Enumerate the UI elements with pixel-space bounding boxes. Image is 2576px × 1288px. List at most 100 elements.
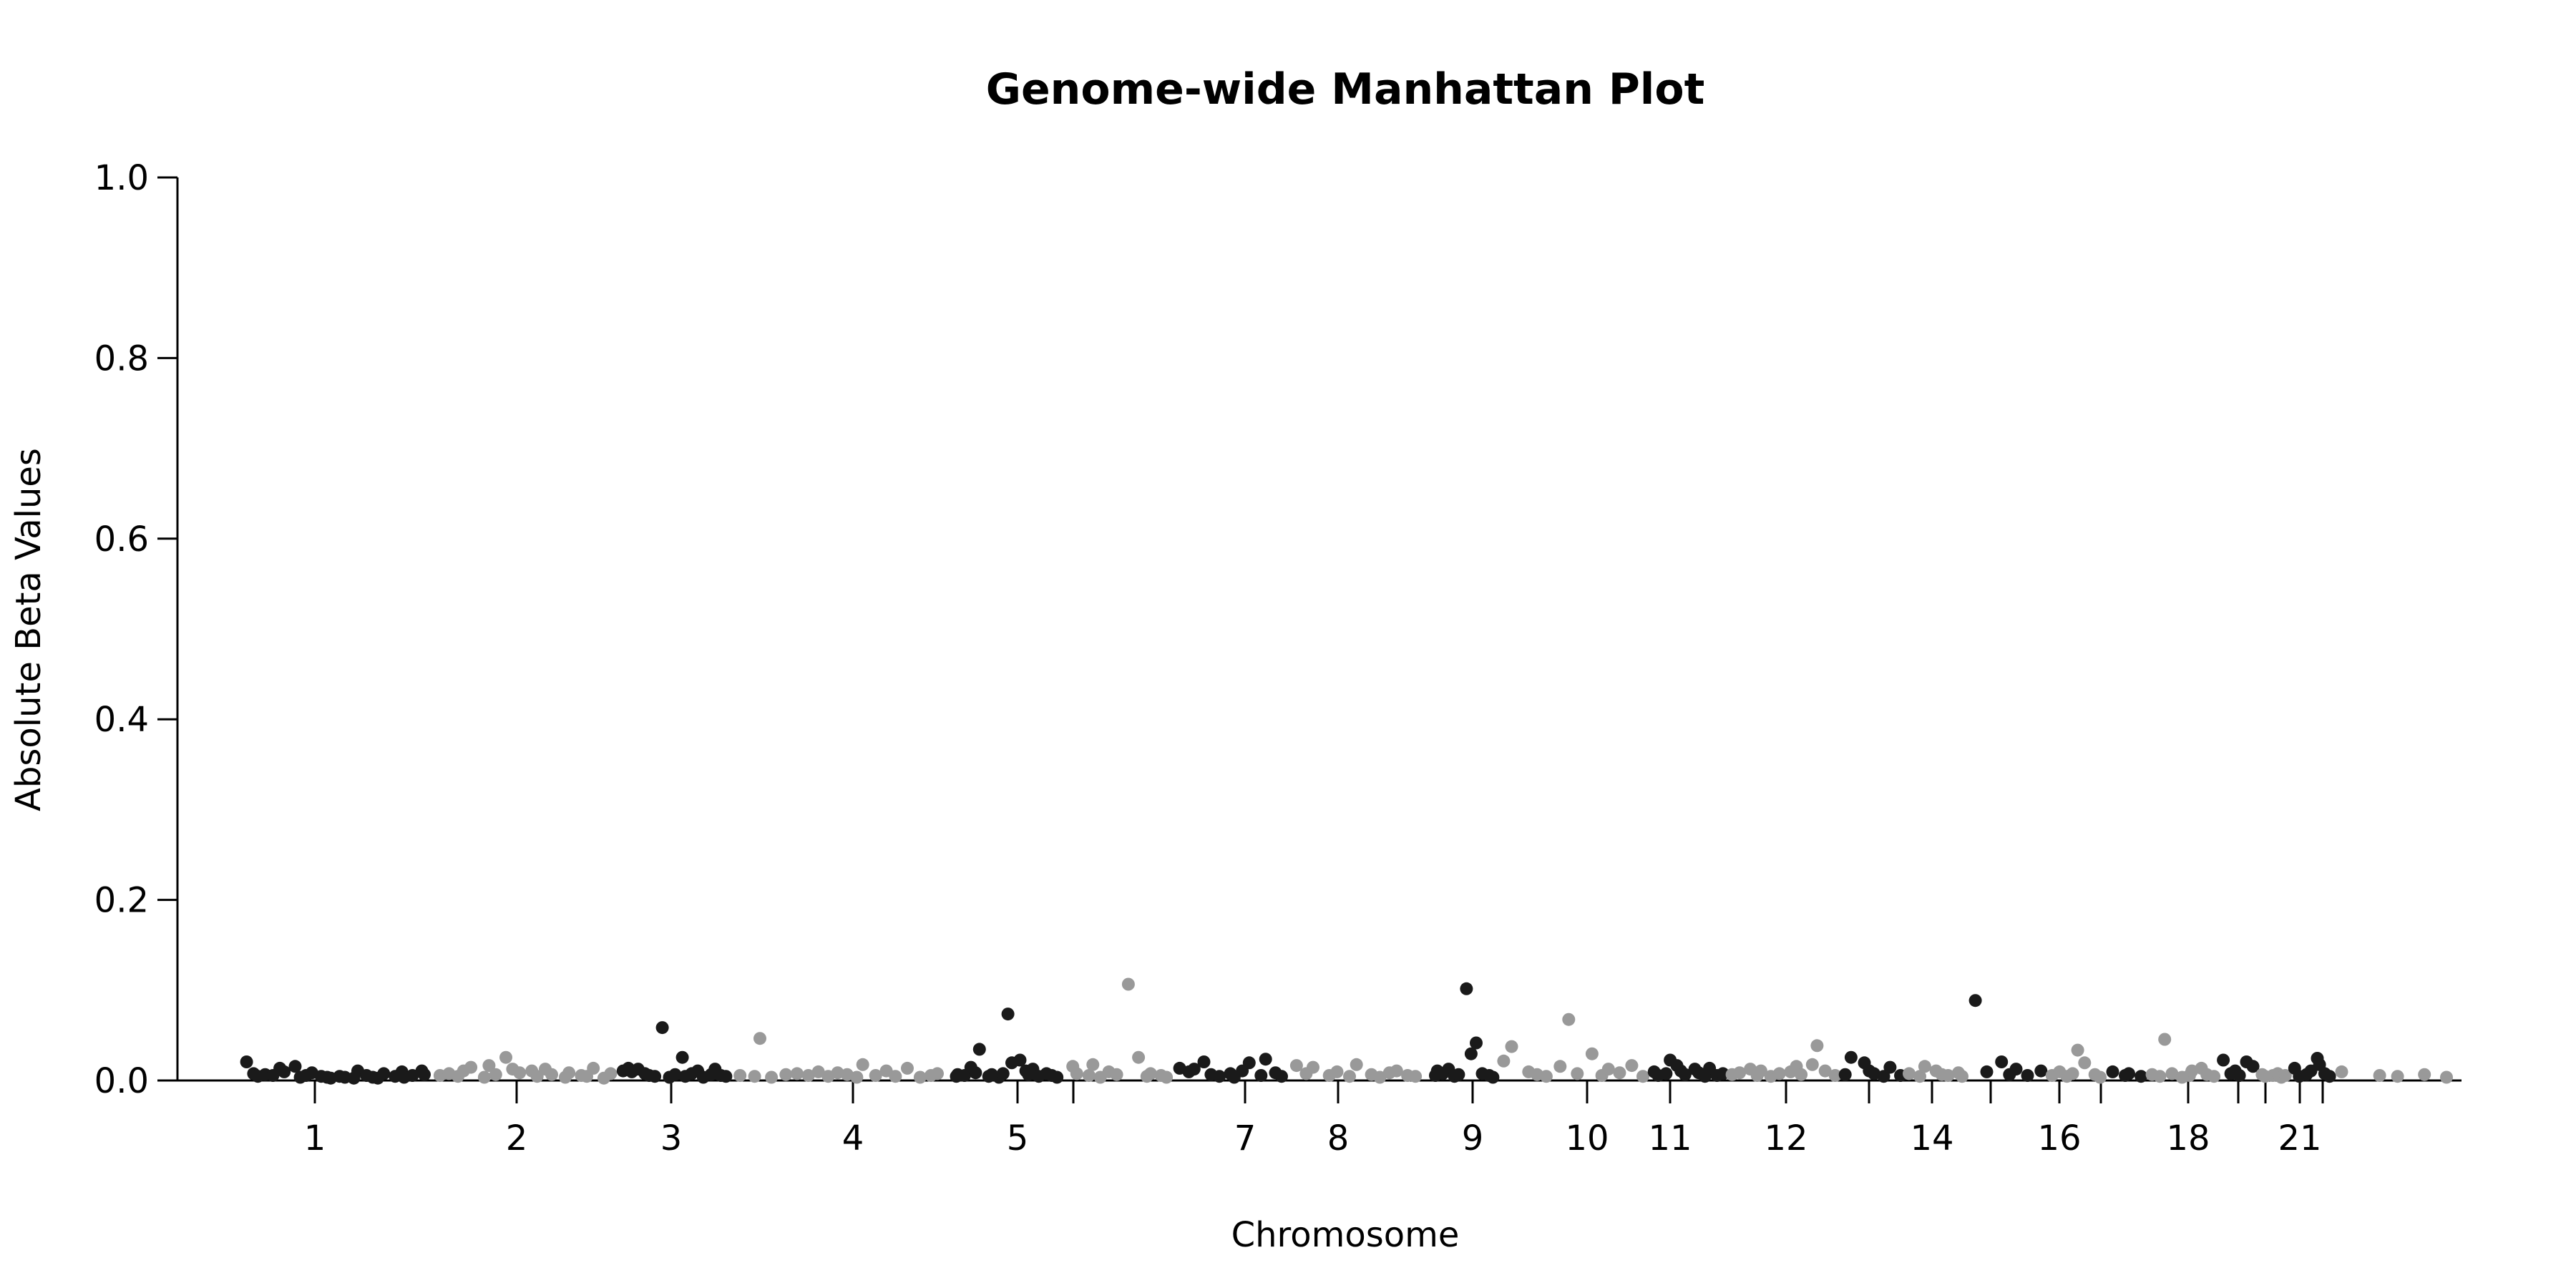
x-axis-label: Chromosome	[1231, 1215, 1460, 1255]
data-points	[240, 977, 2453, 1085]
data-point	[1828, 1069, 1842, 1082]
data-point	[1460, 982, 1473, 995]
data-point	[1259, 1053, 1272, 1066]
data-point	[2071, 1043, 2084, 1057]
data-point	[1571, 1067, 1584, 1080]
data-point	[1625, 1059, 1639, 1073]
data-point	[2158, 1033, 2172, 1046]
data-point	[869, 1069, 882, 1082]
data-point	[1143, 1067, 1157, 1080]
data-point	[901, 1061, 914, 1075]
data-point	[1980, 1065, 1994, 1078]
data-point	[288, 1060, 302, 1073]
x-tick-label: 4	[842, 1118, 864, 1158]
data-point	[1070, 1067, 1083, 1080]
data-point	[2078, 1056, 2092, 1070]
data-point	[1050, 1070, 1064, 1084]
data-point	[1464, 1047, 1478, 1060]
data-point	[779, 1068, 793, 1081]
data-point	[1795, 1068, 1808, 1081]
data-point	[1636, 1070, 1649, 1083]
data-point	[562, 1066, 576, 1080]
data-point	[604, 1067, 618, 1080]
data-point	[1289, 1059, 1303, 1073]
data-point	[1941, 1069, 1955, 1082]
data-point	[513, 1066, 527, 1080]
data-point	[499, 1050, 512, 1064]
data-point	[1838, 1068, 1852, 1081]
data-point	[2066, 1067, 2079, 1080]
data-point	[2217, 1053, 2230, 1067]
data-point	[1754, 1064, 1767, 1078]
data-point	[733, 1069, 747, 1082]
data-point	[1553, 1060, 1567, 1073]
data-point	[2418, 1068, 2431, 1081]
data-point	[790, 1067, 804, 1080]
data-point	[1968, 994, 1982, 1008]
data-point	[2009, 1063, 2023, 1076]
data-point	[668, 1068, 682, 1081]
data-point	[2034, 1064, 2048, 1078]
data-point	[765, 1070, 779, 1084]
x-tick-label: 10	[1565, 1118, 1609, 1158]
data-point	[2122, 1067, 2135, 1080]
data-point	[2094, 1070, 2107, 1084]
data-point	[1390, 1064, 1403, 1078]
data-point	[1452, 1068, 1465, 1081]
x-tick-label: 18	[2166, 1118, 2210, 1158]
data-point	[1956, 1070, 1968, 1083]
data-point	[1505, 1040, 1518, 1053]
y-tick-label: 0.6	[94, 519, 149, 560]
x-tick-label: 1	[304, 1118, 326, 1158]
data-point	[2135, 1070, 2148, 1083]
data-point	[482, 1059, 496, 1073]
data-point	[477, 1070, 491, 1084]
x-tick-label: 12	[1764, 1118, 1807, 1158]
data-point	[2278, 1069, 2292, 1082]
data-point	[1001, 1008, 1015, 1021]
data-point	[489, 1068, 502, 1081]
data-point	[377, 1067, 391, 1080]
data-point	[996, 1067, 1010, 1080]
data-point	[1330, 1065, 1344, 1078]
data-point	[1733, 1066, 1747, 1080]
data-point	[748, 1070, 761, 1083]
data-point	[972, 1043, 986, 1056]
data-point	[840, 1068, 854, 1081]
data-point	[1343, 1070, 1356, 1083]
data-point	[719, 1070, 733, 1083]
data-point	[1242, 1056, 1256, 1070]
data-point	[2323, 1070, 2336, 1083]
data-point	[1110, 1068, 1123, 1081]
y-axis-label: Absolute Beta Values	[9, 448, 49, 811]
data-point	[1678, 1068, 1692, 1081]
data-point	[1883, 1060, 1897, 1074]
data-point	[1659, 1067, 1673, 1080]
data-point	[587, 1061, 600, 1075]
data-point	[2153, 1070, 2167, 1083]
data-point	[1013, 1053, 1027, 1067]
data-point	[931, 1067, 944, 1080]
data-point	[1160, 1070, 1174, 1084]
data-point	[889, 1070, 902, 1083]
data-point	[278, 1065, 291, 1078]
data-point	[2233, 1069, 2246, 1082]
x-tick-label: 9	[1462, 1118, 1484, 1158]
y-tick-label: 0.8	[94, 338, 149, 379]
data-point	[2335, 1065, 2348, 1078]
chart-title: Genome-wide Manhattan Plot	[986, 64, 1705, 114]
data-point	[1844, 1050, 1858, 1064]
data-point	[1197, 1055, 1211, 1068]
data-point	[1539, 1070, 1553, 1083]
data-point	[1867, 1067, 1880, 1080]
data-point	[1086, 1058, 1100, 1071]
data-point	[1373, 1070, 1387, 1084]
data-point	[1995, 1055, 2009, 1068]
data-point	[240, 1055, 253, 1068]
data-point	[675, 1050, 689, 1064]
data-point	[1918, 1060, 1931, 1073]
data-point	[913, 1070, 927, 1084]
x-tick-label: 14	[1910, 1118, 1953, 1158]
x-tick-label: 3	[660, 1118, 683, 1158]
